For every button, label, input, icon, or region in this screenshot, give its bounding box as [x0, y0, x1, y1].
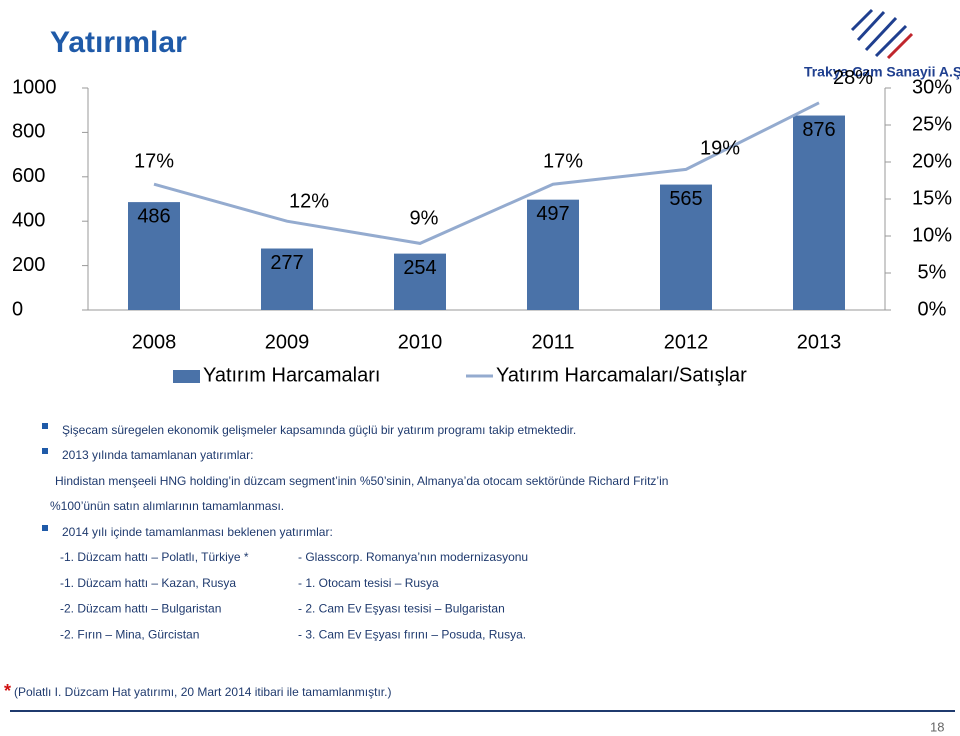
bar — [394, 253, 446, 310]
y-tick-label: 800 — [12, 121, 45, 143]
line-label: 19% — [700, 138, 740, 160]
paragraph-line: Hindistan menşeeli HNG holding’in düzcam… — [55, 474, 668, 488]
y2-tick-label: 15% — [912, 187, 952, 209]
bar — [261, 248, 313, 310]
footnote: (Polatlı I. Düzcam Hat yatırımı, 20 Mart… — [14, 685, 391, 699]
y-tick-label: 400 — [12, 209, 45, 231]
list-item: -1. Düzcam hattı – Polatlı, Türkiye * — [60, 550, 249, 564]
list-item: -1. Düzcam hattı – Kazan, Rusya — [60, 576, 236, 590]
line-label: 9% — [410, 208, 439, 230]
bullet-marker — [42, 525, 48, 531]
bar-label: 277 — [270, 252, 303, 274]
bar-label: 565 — [669, 188, 702, 210]
list-item: - Glasscorp. Romanya’nın modernizasyonu — [298, 550, 528, 564]
text-block: Şişecam süregelen ekonomik gelişmeler ka… — [42, 423, 668, 641]
list-item: -2. Fırın – Mina, Gürcistan — [60, 627, 199, 641]
bar-label: 254 — [403, 257, 436, 279]
page-number: 18 — [930, 719, 944, 734]
list-item: - 3. Cam Ev Eşyası fırını – Posuda, Rusy… — [298, 627, 526, 641]
list-item: - 1. Otocam tesisi – Rusya — [298, 576, 439, 590]
line-label: 12% — [289, 190, 329, 212]
legend-label: Yatırım Harcamaları/Satışlar — [496, 364, 747, 386]
line-label: 17% — [134, 150, 174, 172]
x-tick-label: 2011 — [531, 331, 574, 353]
y2-tick-label: 10% — [912, 224, 952, 246]
bar — [660, 184, 712, 310]
logo — [850, 8, 914, 60]
list-item: - 2. Cam Ev Eşyası tesisi – Bulgaristan — [298, 602, 505, 616]
bullet-marker — [42, 423, 48, 429]
slide-title: Yatırımlar — [50, 26, 187, 59]
y-tick-label: 600 — [12, 165, 45, 187]
y-tick-label: 0 — [12, 298, 23, 320]
list-item: -2. Düzcam hattı – Bulgaristan — [60, 602, 221, 616]
bullet-text: 2013 yılında tamamlanan yatırımlar: — [62, 448, 253, 462]
chart: 0 200 400 600 800 1000 0% 5% 10% 15% 20% 25% 30% 2008… — [12, 67, 952, 386]
bar — [128, 202, 180, 310]
bullet-marker — [42, 448, 48, 454]
bar — [793, 115, 845, 310]
logo-text: Trakya Cam Sanayii A.Ş. — [804, 64, 960, 80]
bar-label: 497 — [536, 203, 569, 225]
bar — [527, 199, 579, 310]
bar-label: 876 — [802, 119, 835, 141]
footnote-marker: * — [4, 681, 11, 701]
bullet-text: 2014 yılı içinde tamamlanması beklenen y… — [62, 525, 333, 539]
bullet-text: Şişecam süregelen ekonomik gelişmeler ka… — [62, 423, 576, 437]
line-label: 17% — [543, 150, 583, 172]
legend-label: Yatırım Harcamaları — [203, 364, 380, 386]
line-label: 28% — [833, 67, 873, 89]
y2-tick-label: 30% — [912, 76, 952, 98]
y-tick-label: 200 — [12, 254, 45, 276]
x-tick-label: 2009 — [265, 331, 310, 353]
x-tick-label: 2008 — [132, 331, 177, 353]
legend-swatch — [173, 370, 200, 383]
y2-tick-label: 5% — [918, 261, 947, 283]
paragraph-line: %100’ünün satın alımlarının tamamlanması… — [50, 499, 284, 513]
y2-tick-label: 20% — [912, 150, 952, 172]
y2-tick-label: 25% — [912, 113, 952, 135]
x-tick-label: 2012 — [664, 331, 709, 353]
line — [153, 101, 820, 245]
x-tick-label: 2010 — [398, 331, 443, 353]
y-tick-label: 1000 — [12, 76, 57, 98]
y2-tick-label: 0% — [918, 298, 947, 320]
x-tick-label: 2013 — [797, 331, 842, 353]
bar-label: 486 — [137, 205, 170, 227]
